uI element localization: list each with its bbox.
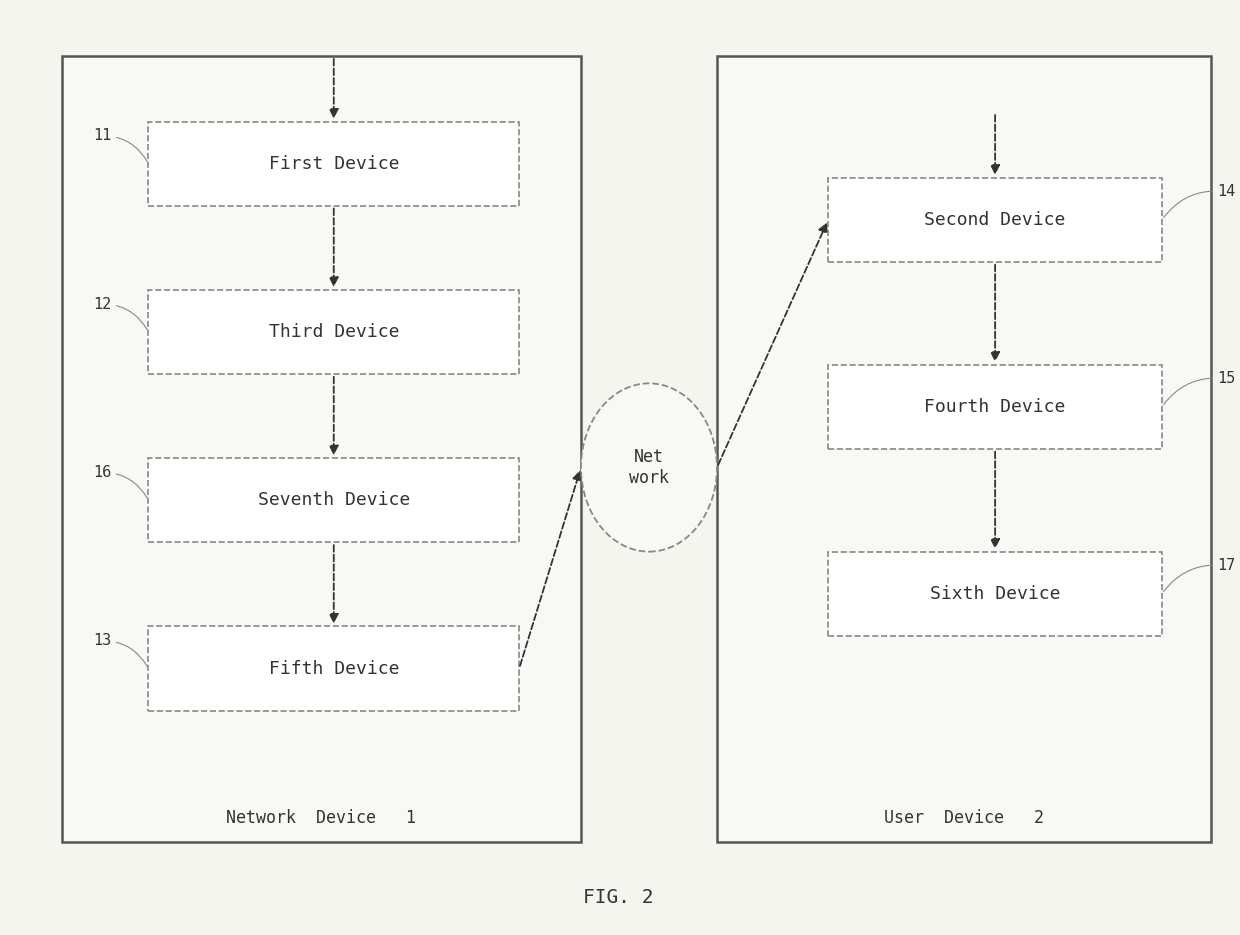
Text: Network  Device   1: Network Device 1 [227, 809, 417, 827]
Text: 16: 16 [93, 465, 148, 497]
Text: Seventh Device: Seventh Device [258, 491, 410, 510]
FancyBboxPatch shape [828, 365, 1162, 449]
Text: User  Device   2: User Device 2 [884, 809, 1044, 827]
Ellipse shape [582, 383, 717, 552]
FancyBboxPatch shape [149, 122, 520, 206]
FancyBboxPatch shape [149, 458, 520, 542]
FancyBboxPatch shape [717, 56, 1211, 842]
FancyBboxPatch shape [62, 56, 582, 842]
Text: Fifth Device: Fifth Device [269, 659, 399, 678]
Text: Second Device: Second Device [925, 210, 1066, 229]
Text: 13: 13 [93, 633, 148, 666]
FancyBboxPatch shape [149, 290, 520, 374]
Text: 12: 12 [93, 296, 148, 329]
Text: FIG. 2: FIG. 2 [583, 888, 653, 907]
Text: Net
work: Net work [629, 448, 670, 487]
Text: 11: 11 [93, 128, 148, 161]
Text: 15: 15 [1163, 371, 1236, 405]
Text: Fourth Device: Fourth Device [925, 397, 1066, 416]
Text: Sixth Device: Sixth Device [930, 584, 1060, 603]
FancyBboxPatch shape [828, 178, 1162, 262]
Text: 17: 17 [1163, 558, 1236, 592]
Text: Third Device: Third Device [269, 323, 399, 341]
FancyBboxPatch shape [149, 626, 520, 711]
Text: 14: 14 [1163, 184, 1236, 218]
FancyBboxPatch shape [828, 552, 1162, 636]
Text: First Device: First Device [269, 154, 399, 173]
